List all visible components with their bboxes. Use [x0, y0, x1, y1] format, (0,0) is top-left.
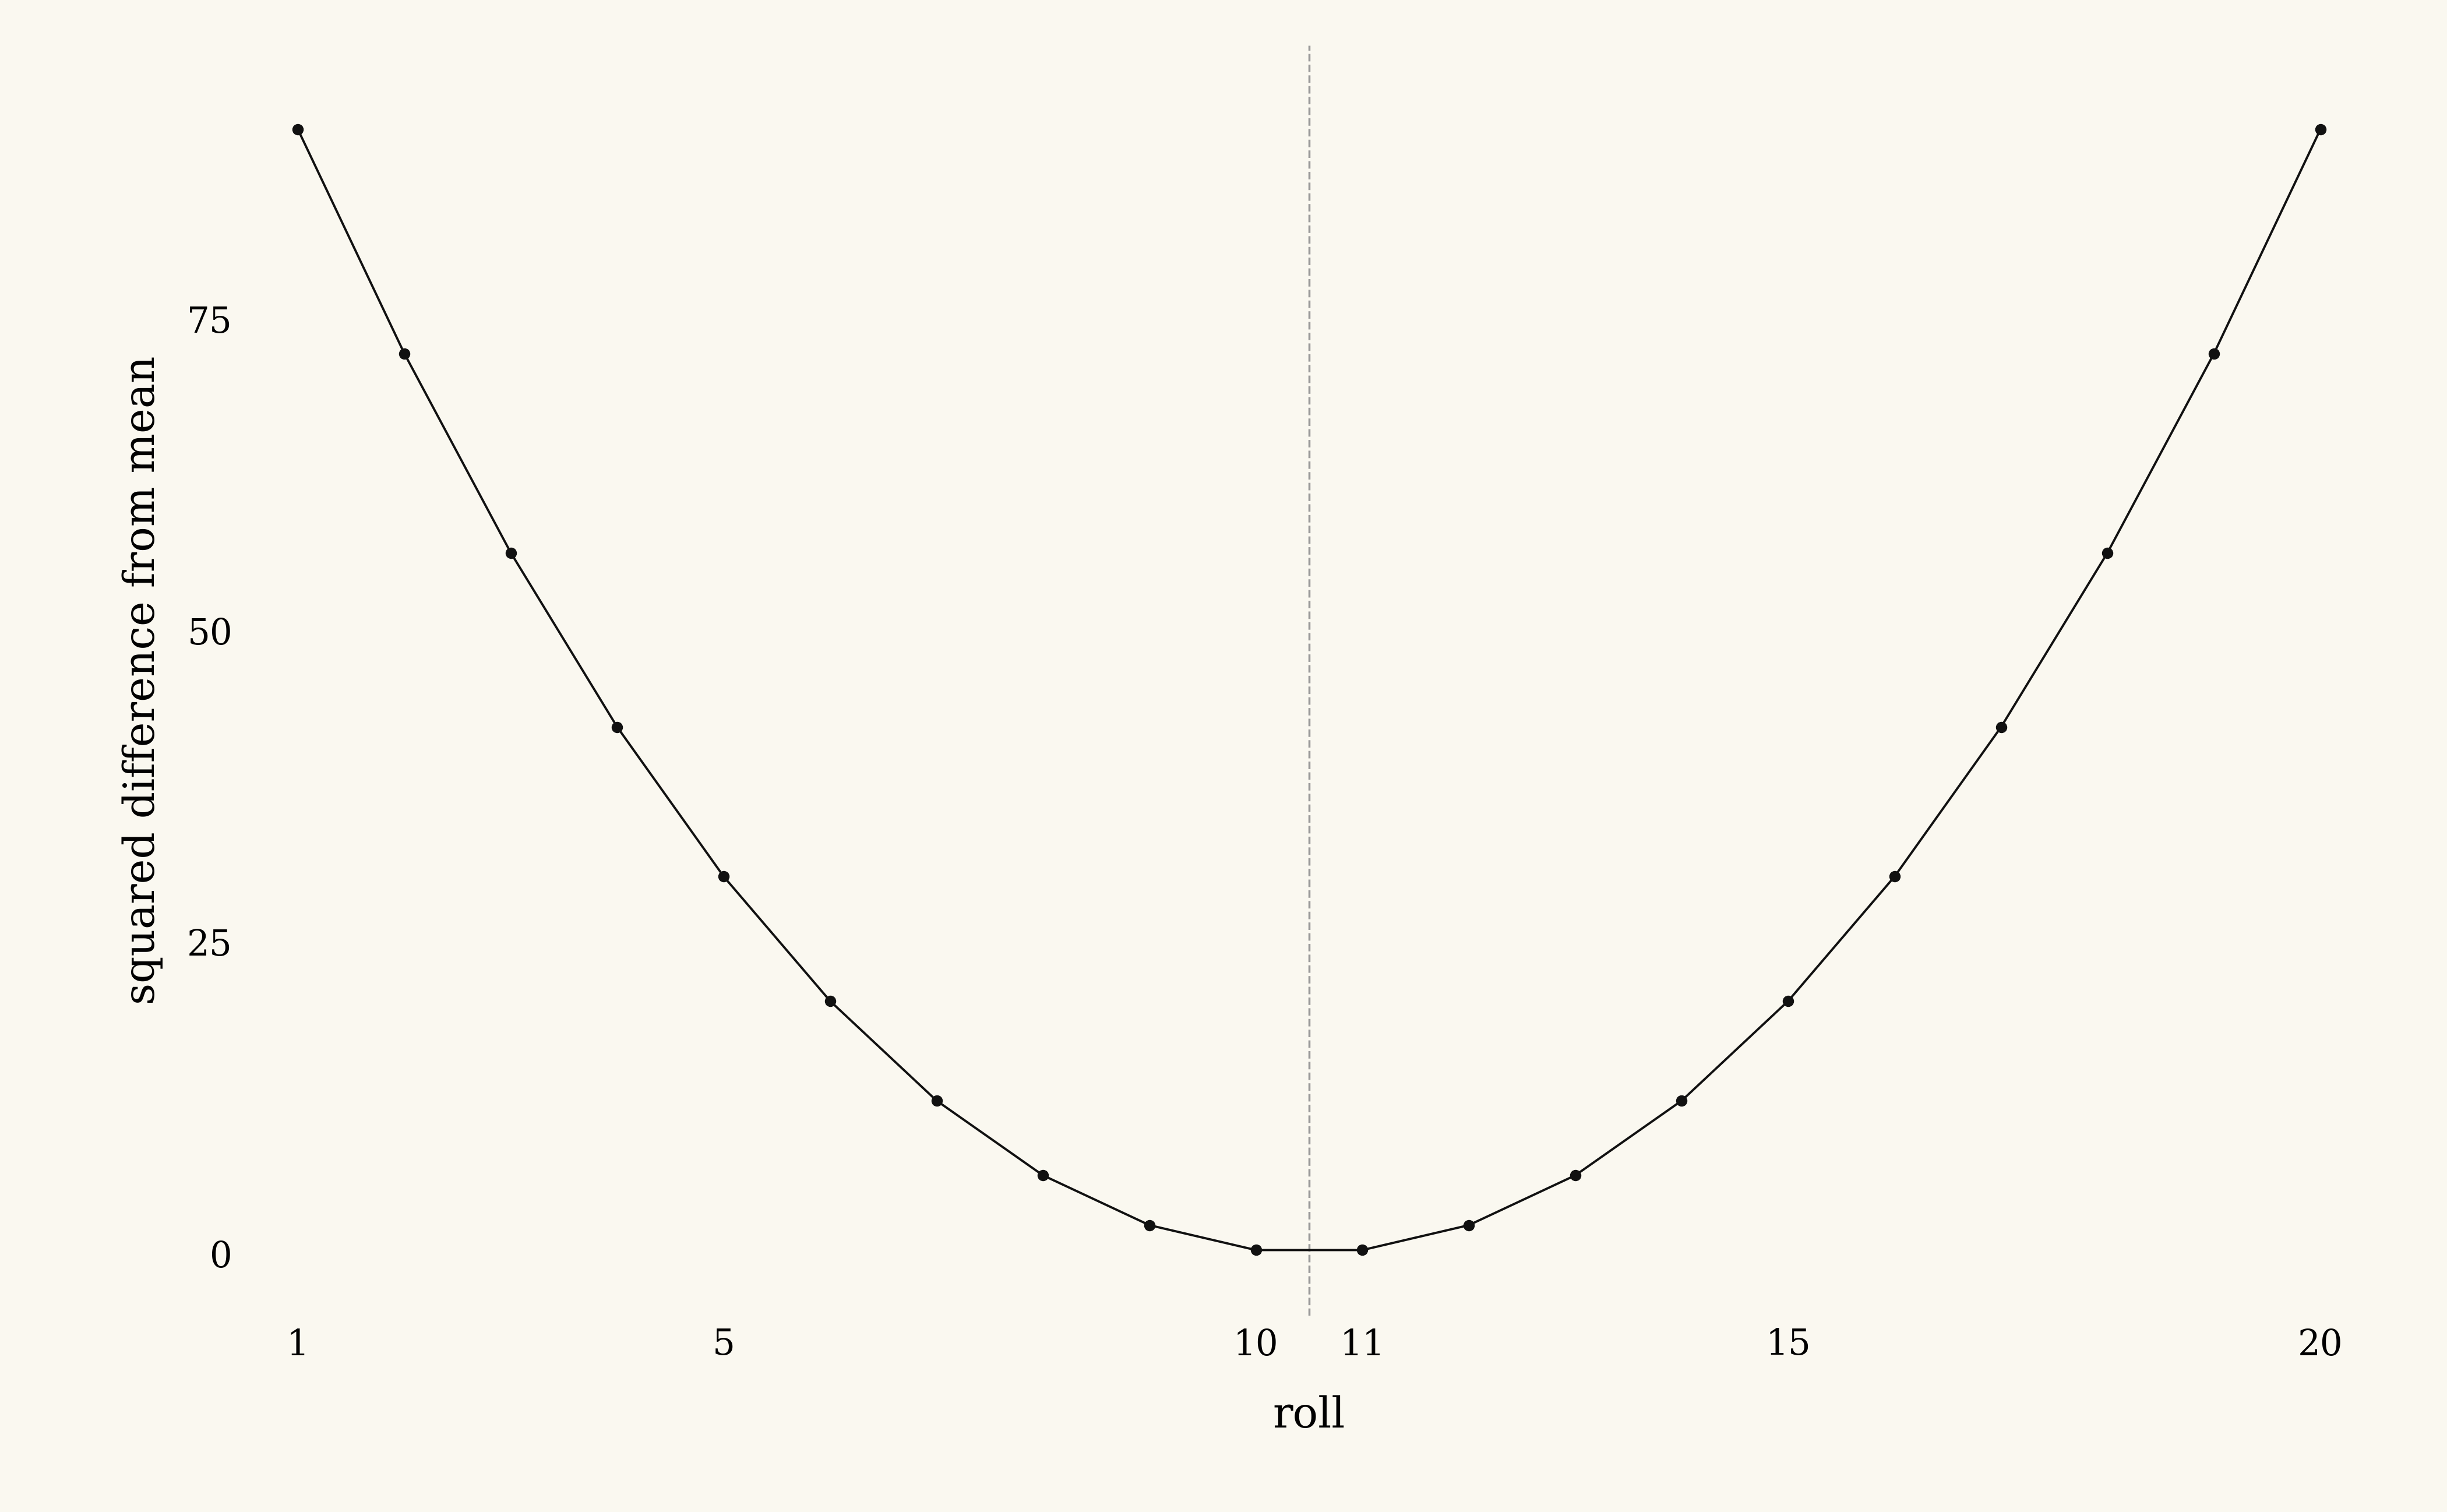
X-axis label: roll: roll — [1272, 1396, 1346, 1436]
Y-axis label: squared difference from mean: squared difference from mean — [122, 355, 164, 1005]
